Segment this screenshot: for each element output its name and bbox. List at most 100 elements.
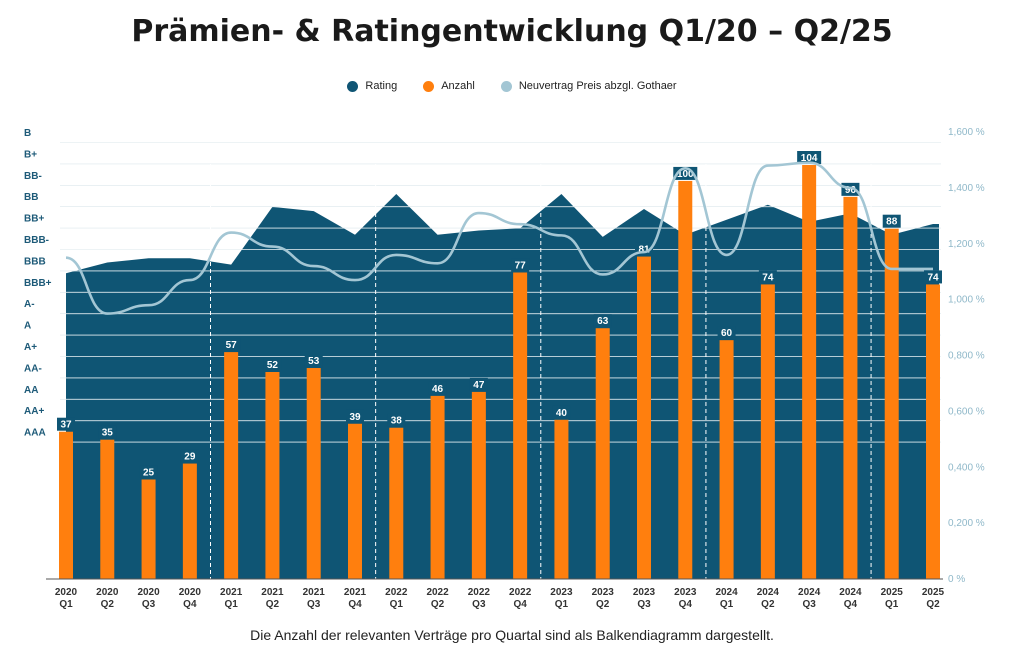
bar-2020-Q3 bbox=[141, 479, 156, 579]
legend-item-rating[interactable]: Rating bbox=[347, 80, 397, 92]
legend-item-price[interactable]: Neuvertrag Preis abzgl. Gothaer bbox=[500, 80, 677, 92]
right-axis-tick-label: 0,200 % bbox=[948, 518, 985, 529]
x-tick-year: 2021 bbox=[303, 587, 326, 598]
rating-tick-label: AA- bbox=[24, 363, 42, 374]
x-tick-year: 2024 bbox=[757, 587, 780, 598]
bar-2023-Q1 bbox=[554, 419, 569, 579]
bar-2020-Q2 bbox=[100, 439, 115, 579]
rating-tick-label: A+ bbox=[24, 342, 37, 353]
bar-2022-Q2 bbox=[430, 395, 445, 579]
legend-label-rating: Rating bbox=[365, 80, 398, 92]
bar-2023-Q3 bbox=[637, 256, 651, 579]
legend-item-anzahl[interactable]: Anzahl bbox=[423, 80, 475, 92]
bar-label-bg bbox=[346, 409, 364, 423]
bar-value-label: 37 bbox=[60, 420, 72, 431]
bar-value-label: 77 bbox=[515, 260, 527, 271]
price-line bbox=[65, 161, 933, 315]
rating-tick-label: B bbox=[24, 128, 31, 139]
bar-label-bg bbox=[263, 358, 282, 371]
x-tick-quarter: Q3 bbox=[142, 599, 156, 610]
right-axis-tick-label: 1,200 % bbox=[948, 239, 985, 250]
x-tick-year: 2022 bbox=[385, 587, 408, 598]
bar-value-label: 88 bbox=[886, 217, 898, 228]
bar-2024-Q1 bbox=[719, 340, 734, 579]
bar-label-bg bbox=[758, 270, 777, 284]
bar-2021-Q1 bbox=[224, 352, 239, 579]
bar-2024-Q4 bbox=[843, 196, 858, 579]
bar-2024-Q2 bbox=[760, 284, 775, 579]
x-tick-quarter: Q1 bbox=[224, 599, 238, 610]
legend: Rating Anzahl Neuvertrag Preis abzgl. Go… bbox=[0, 80, 1024, 92]
rating-tick-label: BB bbox=[24, 192, 38, 203]
right-axis-tick-label: 0,400 % bbox=[948, 462, 985, 473]
x-tick-year: 2020 bbox=[96, 587, 119, 598]
x-tick-quarter: Q3 bbox=[472, 599, 486, 610]
bar-value-label: 60 bbox=[721, 328, 733, 339]
x-tick-quarter: Q2 bbox=[596, 599, 610, 610]
bar-2023-Q4 bbox=[678, 180, 693, 579]
x-tick-year: 2021 bbox=[261, 587, 284, 598]
x-tick-year: 2025 bbox=[881, 587, 904, 598]
bar-label-bg bbox=[304, 354, 323, 368]
rating-tick-label: BB+ bbox=[24, 214, 44, 225]
legend-swatch-anzahl bbox=[423, 80, 435, 92]
x-tick-year: 2024 bbox=[715, 587, 738, 598]
bar-label-bg bbox=[139, 465, 158, 479]
rating-tick-label: BBB bbox=[24, 256, 46, 267]
right-axis-tick-label: 0,600 % bbox=[948, 406, 985, 417]
footnote: Die Anzahl der relevanten Verträge pro Q… bbox=[250, 627, 774, 643]
x-tick-quarter: Q3 bbox=[637, 599, 651, 610]
right-axis-tick-label: 1,400 % bbox=[948, 183, 985, 194]
bar-value-label: 63 bbox=[597, 316, 609, 327]
bar-2025-Q1 bbox=[884, 228, 899, 579]
bar-value-label: 96 bbox=[845, 185, 857, 196]
bar-value-label: 53 bbox=[308, 356, 320, 367]
x-tick-year: 2022 bbox=[426, 587, 449, 598]
x-tick-quarter: Q2 bbox=[926, 599, 940, 610]
x-tick-year: 2020 bbox=[55, 587, 78, 598]
bar-label-bg bbox=[552, 405, 571, 419]
bar-label-bg bbox=[882, 214, 901, 228]
x-tick-quarter: Q1 bbox=[720, 599, 734, 610]
bar-value-label: 74 bbox=[762, 272, 774, 283]
bar-label-bg bbox=[797, 151, 822, 164]
bar-label-bg bbox=[222, 338, 241, 352]
x-tick-year: 2022 bbox=[468, 587, 491, 598]
bar-label-bg bbox=[469, 377, 488, 391]
bar-value-label: 47 bbox=[473, 380, 485, 391]
rating-tick-label: BBB- bbox=[24, 235, 49, 246]
x-tick-quarter: Q4 bbox=[183, 599, 197, 610]
x-tick-quarter: Q4 bbox=[513, 599, 527, 610]
x-tick-quarter: Q2 bbox=[266, 599, 280, 610]
rating-tick-label: AAA bbox=[24, 428, 46, 439]
x-tick-year: 2020 bbox=[137, 587, 160, 598]
bar-2021-Q2 bbox=[265, 372, 280, 579]
bar-value-label: 57 bbox=[226, 340, 238, 351]
x-tick-year: 2021 bbox=[220, 587, 243, 598]
rating-tick-label: AA+ bbox=[24, 406, 44, 417]
x-tick-quarter: Q1 bbox=[59, 599, 73, 610]
x-tick-year: 2024 bbox=[839, 587, 862, 598]
bar-value-label: 40 bbox=[556, 408, 568, 419]
x-tick-quarter: Q2 bbox=[431, 599, 445, 610]
x-tick-year: 2020 bbox=[179, 587, 202, 598]
rating-tick-label: BBB+ bbox=[24, 278, 52, 289]
x-tick-year: 2023 bbox=[592, 587, 615, 598]
bar-label-bg bbox=[511, 258, 530, 272]
right-axis-tick-label: 1,600 % bbox=[948, 127, 985, 138]
legend-swatch-rating bbox=[347, 80, 359, 92]
x-tick-quarter: Q2 bbox=[101, 599, 115, 610]
bar-value-label: 81 bbox=[638, 245, 650, 256]
bar-value-label: 104 bbox=[801, 153, 818, 164]
x-tick-year: 2022 bbox=[509, 587, 532, 598]
bar-label-bg bbox=[180, 449, 199, 463]
x-tick-quarter: Q3 bbox=[802, 599, 816, 610]
x-tick-quarter: Q4 bbox=[679, 599, 693, 610]
legend-label-anzahl: Anzahl bbox=[441, 80, 475, 92]
bar-2024-Q3 bbox=[802, 165, 817, 579]
x-tick-year: 2023 bbox=[550, 587, 573, 598]
bar-2022-Q3 bbox=[471, 391, 486, 579]
right-axis-tick-label: 0 % bbox=[948, 574, 965, 585]
bar-label-bg bbox=[387, 413, 406, 427]
